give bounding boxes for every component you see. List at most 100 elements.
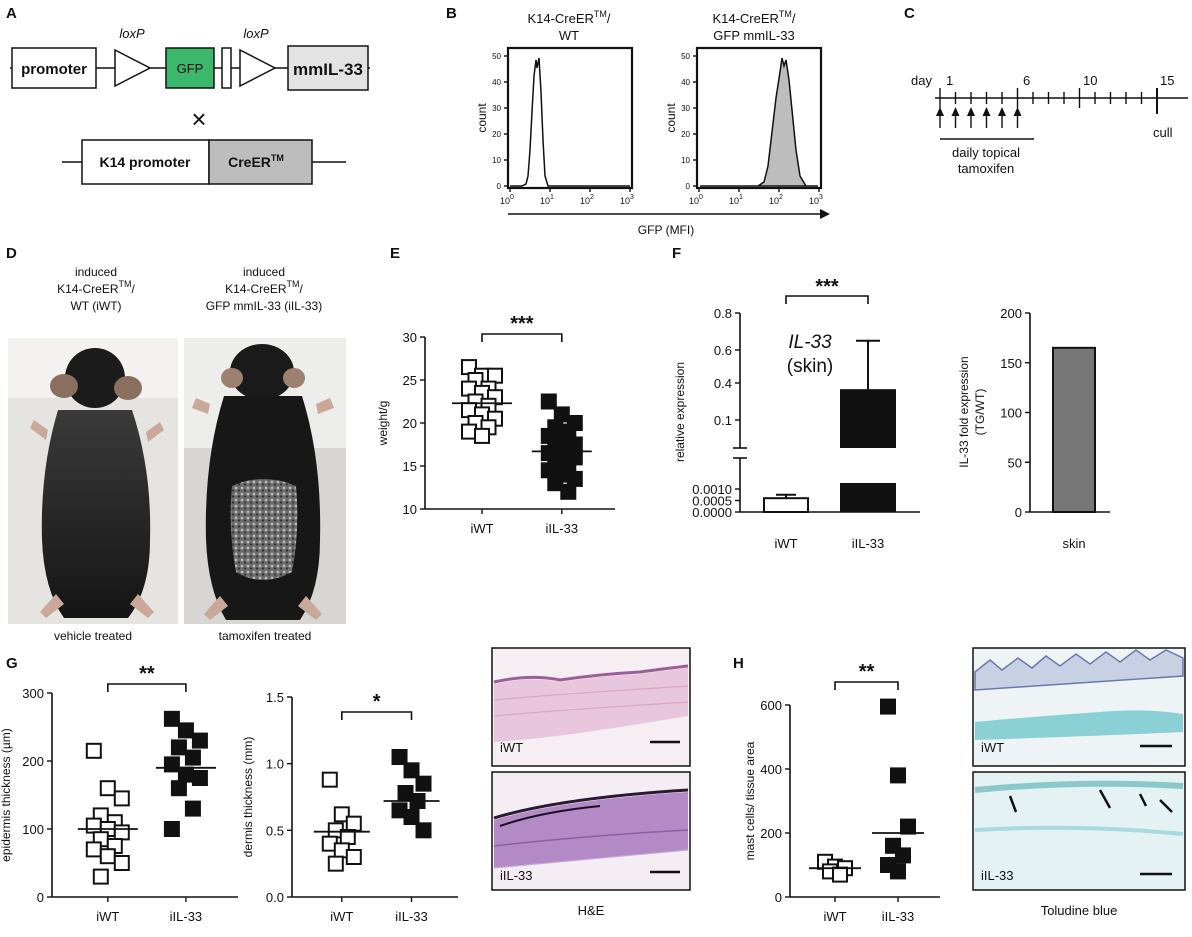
tamoxifen-arrow-head bbox=[998, 107, 1006, 116]
flow-ytick-label: 10 bbox=[492, 156, 501, 165]
data-point bbox=[391, 749, 408, 765]
y-tick-label: 0.0000 bbox=[692, 505, 732, 520]
y-axis-label-2: (TG/WT) bbox=[973, 389, 987, 436]
y-tick-label: 0.0010 bbox=[692, 482, 732, 497]
he-label-iwt: iWT bbox=[500, 740, 523, 755]
data-point bbox=[540, 462, 557, 479]
panel-letter-e: E bbox=[390, 245, 400, 262]
chart-g-dermis: 0.0 0.5 1.0 1.5 dermis thickness (mm) iWT iIL-… bbox=[241, 690, 458, 924]
tamoxifen-caption: tamoxifen treated bbox=[219, 629, 312, 643]
flow-left-title-1: K14-CreERTM/ bbox=[527, 9, 610, 26]
x-tick-label: iIL-33 bbox=[546, 521, 579, 536]
flow-xtick-label: 103 bbox=[620, 194, 634, 206]
flow-ytick-label: 30 bbox=[492, 104, 501, 113]
bar-il33-upper bbox=[840, 389, 896, 448]
toluidine-image-iwt: iWT bbox=[972, 647, 1186, 767]
flow-xtick-label: 102 bbox=[769, 194, 783, 206]
data-point bbox=[403, 762, 420, 779]
flow-right-title-1: K14-CreERTM/ bbox=[712, 9, 795, 26]
k14-promoter-box bbox=[81, 139, 210, 185]
loxp-triangle-1 bbox=[114, 48, 152, 88]
data-point bbox=[177, 722, 194, 739]
y-tick-label: 20 bbox=[403, 416, 417, 431]
y-tick-label: 15 bbox=[403, 459, 417, 474]
data-point bbox=[85, 817, 102, 834]
flow-ytick-label: 0 bbox=[497, 182, 502, 191]
significance-bracket bbox=[341, 711, 413, 720]
y-tick-label: 0.4 bbox=[714, 376, 732, 391]
data-point bbox=[540, 393, 557, 410]
promoter-box bbox=[11, 47, 97, 89]
data-point bbox=[403, 809, 420, 825]
flow-ytick-label: 20 bbox=[681, 130, 690, 139]
y-axis-label-1: IL-33 fold expression bbox=[957, 356, 971, 467]
data-point bbox=[113, 855, 130, 871]
panel-letter-h: H bbox=[733, 655, 744, 672]
chart-g-epidermis: 0 100 200 300 epidermis thickness (µm) iWT iIL… bbox=[0, 663, 238, 924]
significance-label: ** bbox=[139, 663, 155, 685]
y-tick-label: 600 bbox=[760, 698, 782, 713]
y-tick-label: 150 bbox=[1000, 356, 1022, 371]
flow-xtick-label: 103 bbox=[809, 194, 823, 206]
y-tick-label: 200 bbox=[760, 826, 782, 841]
panel-letter-f: F bbox=[672, 245, 681, 262]
day-15-label: 15 bbox=[1160, 73, 1174, 88]
y-tick-label: 100 bbox=[1000, 406, 1022, 421]
gfp-label: GFP bbox=[177, 61, 204, 76]
y-tick-label: 0.6 bbox=[714, 343, 732, 358]
data-point bbox=[345, 815, 362, 832]
loxp-label-1: loxP bbox=[119, 26, 145, 41]
flow-right-histogram bbox=[700, 57, 818, 187]
flow-xtick-label: 101 bbox=[729, 194, 743, 206]
y-tick-label: 200 bbox=[1000, 306, 1022, 321]
day-label: day bbox=[911, 73, 932, 88]
promoter-label: promoter bbox=[21, 61, 87, 78]
y-tick-label: 0.1 bbox=[714, 413, 732, 428]
tamoxifen-note-2: tamoxifen bbox=[958, 161, 1014, 176]
x-tick-label: iWT bbox=[823, 909, 846, 924]
panel-letter-a: A bbox=[6, 5, 17, 22]
x-tick-label: iWT bbox=[330, 909, 353, 924]
flow-ytick-label: 10 bbox=[681, 156, 690, 165]
flow-left-title-2: WT bbox=[559, 28, 579, 43]
x-tick-label: iIL-33 bbox=[170, 909, 203, 924]
significance-label: * bbox=[373, 691, 381, 713]
data-point bbox=[560, 483, 577, 500]
y-tick-label: 0.0005 bbox=[692, 494, 732, 509]
significance-bracket bbox=[107, 683, 187, 692]
mouse-right-caption-2: K14-CreERTM/ bbox=[225, 279, 303, 296]
mouse-left-caption-1: induced bbox=[75, 265, 117, 279]
y-axis-label: dermis thickness (mm) bbox=[241, 737, 255, 858]
flow-right-frame bbox=[695, 46, 823, 190]
flow-right-title-2: GFP mmIL-33 bbox=[713, 28, 794, 43]
mouse-left-caption-3: WT (iWT) bbox=[70, 299, 121, 313]
y-tick-label: 50 bbox=[1008, 455, 1022, 470]
mouse-photo-left bbox=[8, 338, 178, 624]
significance-label: *** bbox=[815, 276, 839, 298]
panel-letter-g: G bbox=[6, 655, 18, 672]
data-point bbox=[474, 427, 490, 444]
significance-bracket bbox=[481, 333, 563, 342]
y-tick-label: 0.5 bbox=[266, 823, 284, 838]
x-tick-label: iWT bbox=[96, 909, 119, 924]
he-stain-label: H&E bbox=[578, 903, 605, 918]
y-tick-label: 30 bbox=[403, 330, 417, 345]
gene-name: IL-33 bbox=[788, 332, 832, 353]
mouse-right-caption-1: induced bbox=[243, 265, 285, 279]
cross-symbol: × bbox=[191, 104, 206, 134]
flow-xtick-label: 102 bbox=[580, 194, 594, 206]
data-point bbox=[163, 821, 180, 837]
x-tick-label: iIL-33 bbox=[882, 909, 915, 924]
tamoxifen-arrow-head bbox=[967, 107, 975, 116]
data-point bbox=[92, 868, 109, 885]
day-6-label: 6 bbox=[1023, 73, 1030, 88]
y-axis-label: weight/g bbox=[376, 401, 390, 447]
cull-label: cull bbox=[1153, 125, 1173, 140]
data-point bbox=[177, 766, 194, 783]
data-point bbox=[321, 771, 338, 788]
tamoxifen-arrow-head bbox=[1013, 107, 1022, 116]
y-tick-label: 1.5 bbox=[266, 690, 284, 705]
chart-e: 10 15 20 25 30 weight/g iWT iIL-33 *** bbox=[376, 313, 615, 536]
